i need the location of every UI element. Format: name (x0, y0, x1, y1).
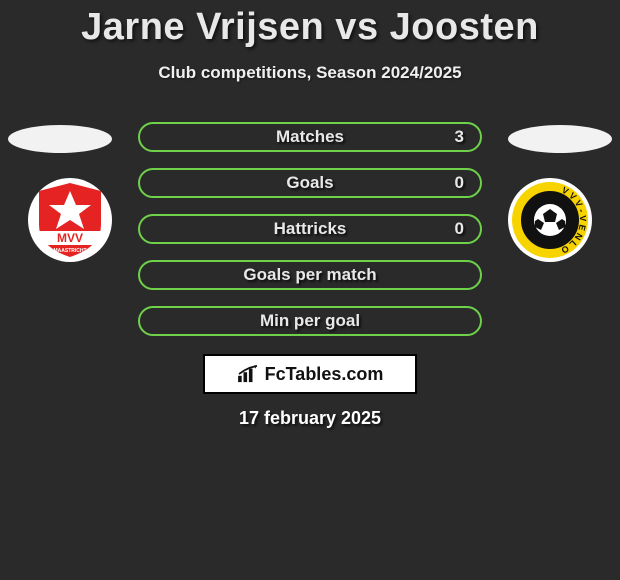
player-photo-left (8, 125, 112, 153)
stat-value-right: 3 (455, 127, 464, 147)
club-logo-left: MVV MAASTRICHT (28, 178, 112, 262)
svg-text:MVV: MVV (57, 231, 83, 245)
stat-row-goals-per-match: Goals per match (138, 260, 482, 290)
bars-chart-icon (237, 365, 259, 383)
player-photo-right (508, 125, 612, 153)
vvv-badge-icon: V V V - V E N L O (511, 181, 589, 259)
club-logo-right: V V V - V E N L O (508, 178, 592, 262)
stat-label: Goals per match (243, 265, 376, 285)
stat-row-min-per-goal: Min per goal (138, 306, 482, 336)
brand-text: FcTables.com (265, 364, 384, 385)
subtitle: Club competitions, Season 2024/2025 (0, 63, 620, 83)
stat-row-goals: Goals 0 (138, 168, 482, 198)
stat-label: Hattricks (274, 219, 347, 239)
stat-row-hattricks: Hattricks 0 (138, 214, 482, 244)
stat-row-matches: Matches 3 (138, 122, 482, 152)
stat-label: Goals (286, 173, 333, 193)
comparison-card: Jarne Vrijsen vs Joosten Club competitio… (0, 0, 620, 580)
stat-label: Matches (276, 127, 344, 147)
date-label: 17 february 2025 (0, 408, 620, 429)
page-title: Jarne Vrijsen vs Joosten (0, 0, 620, 49)
stats-list: Matches 3 Goals 0 Hattricks 0 Goals per … (138, 122, 482, 352)
stat-value-right: 0 (455, 219, 464, 239)
brand-box[interactable]: FcTables.com (203, 354, 417, 394)
mvv-shield-icon: MVV MAASTRICHT (35, 181, 105, 259)
stat-label: Min per goal (260, 311, 360, 331)
svg-text:MAASTRICHT: MAASTRICHT (53, 248, 86, 254)
stat-value-right: 0 (455, 173, 464, 193)
